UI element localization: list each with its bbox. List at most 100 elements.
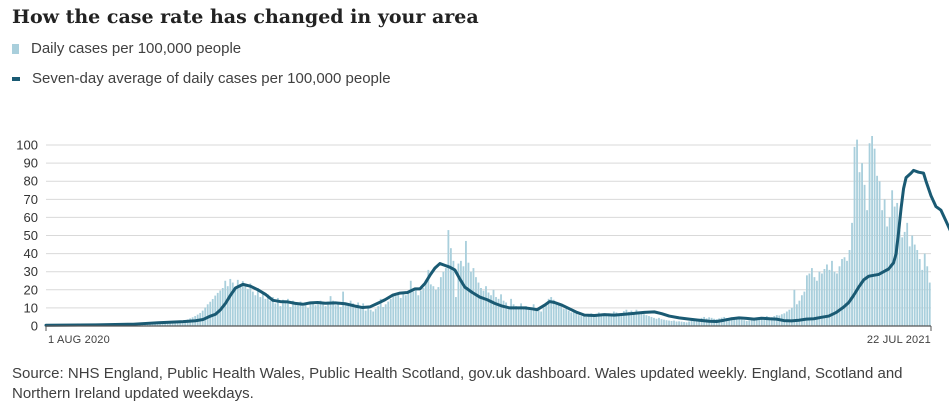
y-tick-label-80: 80 <box>24 174 38 189</box>
bar <box>525 306 528 326</box>
bar <box>417 295 420 326</box>
gridlines <box>46 144 931 309</box>
bar <box>369 309 372 326</box>
bar <box>485 286 487 326</box>
bar <box>811 268 813 326</box>
bar <box>236 279 239 326</box>
legend-line-swatch <box>12 76 20 81</box>
bar <box>480 288 482 326</box>
bar <box>347 306 350 326</box>
bar <box>334 305 337 326</box>
bar <box>314 305 317 326</box>
bar <box>520 303 522 326</box>
bar <box>284 302 287 326</box>
bar <box>868 143 871 326</box>
bar <box>587 315 590 326</box>
bar <box>896 202 899 326</box>
bar <box>530 307 533 326</box>
bar <box>580 316 583 326</box>
bar <box>575 313 578 326</box>
bar <box>602 316 605 326</box>
bar <box>843 257 846 326</box>
bar <box>690 320 693 326</box>
legend-line: Seven-day average of daily cases per 100… <box>12 70 391 87</box>
bar <box>460 260 462 326</box>
bar <box>462 266 465 326</box>
bar <box>429 284 432 326</box>
bar <box>241 281 244 326</box>
bar <box>359 306 362 326</box>
bar <box>562 308 565 326</box>
bar <box>883 199 886 326</box>
bar <box>447 230 450 326</box>
bar <box>287 298 289 326</box>
bar <box>424 279 427 326</box>
bar <box>169 321 172 326</box>
bar <box>826 264 828 326</box>
bar <box>555 302 558 326</box>
bar <box>733 317 736 326</box>
bar <box>567 310 570 326</box>
bar <box>823 269 826 326</box>
bar <box>841 259 843 326</box>
y-tick-label-50: 50 <box>24 228 38 243</box>
bar <box>442 271 445 326</box>
bar <box>770 317 773 326</box>
bar <box>402 291 405 326</box>
bar <box>344 304 347 326</box>
x-tick-label-start: 1 AUG 2020 <box>48 334 110 346</box>
bar <box>620 313 623 326</box>
bar <box>367 307 370 326</box>
bar <box>547 298 550 326</box>
bar <box>372 311 375 326</box>
bar <box>878 181 881 326</box>
bar <box>638 311 640 326</box>
daily-cases-bars <box>46 136 931 326</box>
bar <box>650 316 653 326</box>
bar <box>853 146 856 326</box>
bar <box>299 301 302 326</box>
bar <box>317 304 319 326</box>
bar <box>329 296 332 326</box>
bar <box>497 298 500 326</box>
bar <box>695 319 698 326</box>
bar <box>502 300 505 326</box>
bar <box>600 315 603 326</box>
bar <box>266 294 269 326</box>
legend-bars-label: Daily cases per 100,000 people <box>31 40 242 57</box>
bar <box>768 316 771 326</box>
bar <box>517 308 520 326</box>
bar <box>806 275 808 326</box>
bar <box>683 322 685 326</box>
bar <box>452 260 455 326</box>
bar <box>477 282 480 326</box>
bar <box>851 222 853 326</box>
bar <box>404 295 407 326</box>
bar <box>302 306 304 326</box>
bar <box>382 307 385 326</box>
bar <box>748 320 751 326</box>
y-tick-label-60: 60 <box>24 210 38 225</box>
bar <box>758 318 761 326</box>
bar <box>457 263 460 326</box>
bar <box>585 316 588 326</box>
bar <box>545 305 548 326</box>
bar <box>387 301 390 326</box>
y-tick-label-100: 100 <box>16 138 38 153</box>
bar <box>492 289 495 326</box>
bar <box>800 295 803 326</box>
bar <box>277 297 279 326</box>
bar <box>289 307 292 326</box>
bar <box>903 231 906 326</box>
bar <box>838 266 841 326</box>
bar <box>856 139 858 326</box>
bar <box>788 309 791 326</box>
bar <box>444 268 447 326</box>
bar <box>663 319 665 326</box>
bar <box>389 298 392 326</box>
bar <box>582 314 585 326</box>
bar <box>612 311 615 326</box>
bar <box>570 312 573 326</box>
bar <box>655 318 658 326</box>
bar <box>254 295 257 326</box>
